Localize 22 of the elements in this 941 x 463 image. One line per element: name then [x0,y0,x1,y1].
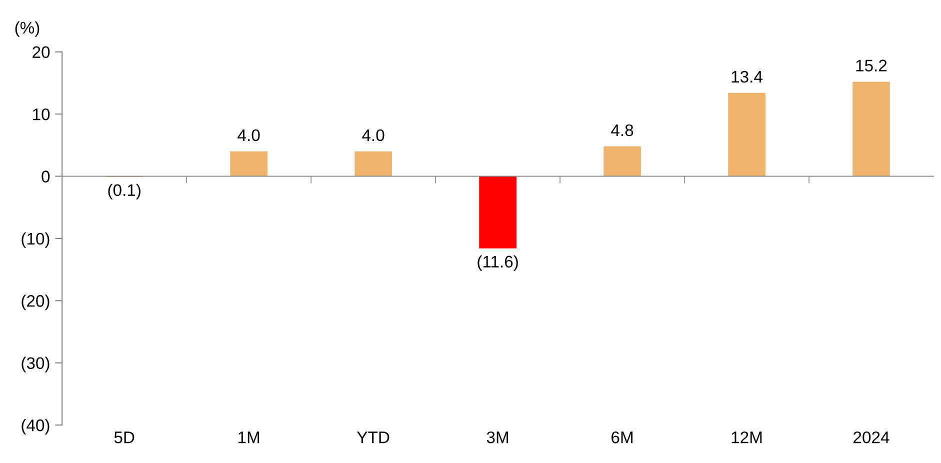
data-label: (0.1) [108,184,140,200]
y-axis-title: (%) [15,21,40,37]
x-tick-label: 12M [732,431,762,444]
x-tick-label: 5D [114,432,134,444]
y-tick-label: 0 [42,170,50,182]
data-label: 13.4 [732,70,762,83]
data-label: 4.0 [362,129,384,142]
data-label: 15.2 [856,60,887,72]
data-label: 4.8 [611,124,634,136]
data-label: 4.0 [238,129,260,142]
data-label: (11.6) [478,255,518,271]
y-tick-label: 10 [33,108,50,120]
y-tick-label: (10) [22,232,50,248]
x-tick-label: 3M [486,431,508,444]
y-tick-label: (40) [22,418,50,435]
x-tick-label: 1M [238,432,260,444]
x-tick-label: 6M [612,431,632,444]
y-tick-label: 20 [32,46,50,58]
y-tick-label: (30) [22,356,50,372]
x-tick-label: 2024 [854,431,890,444]
x-tick-label: YTD [357,432,390,444]
y-tick-label: (20) [22,294,50,310]
